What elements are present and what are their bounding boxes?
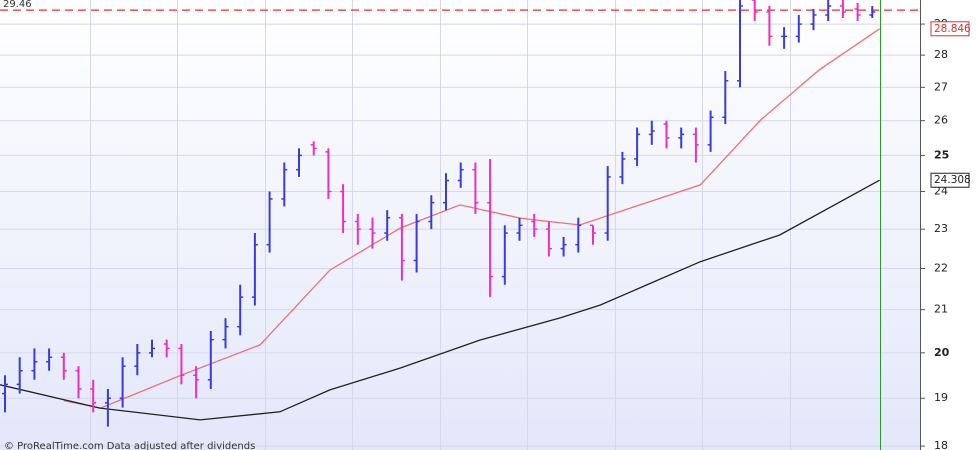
y-tick-label: 22: [934, 262, 948, 275]
reference-label: 29.46: [3, 0, 32, 10]
plot-area: [0, 0, 920, 450]
last-value-box: [930, 21, 970, 37]
y-tick-label: 25: [934, 148, 949, 161]
marks: 29.46 28.846 24.308: [0, 0, 971, 427]
y-tick-label: 19: [934, 391, 948, 404]
last-value-label: 24.308: [934, 174, 971, 186]
last-value-label: 28.846: [934, 23, 971, 35]
y-tick-label: 20: [934, 346, 950, 359]
footer: © ProRealTime.com Data adjusted after di…: [4, 441, 255, 450]
y-tick-label: 26: [934, 114, 948, 127]
y-tick-label: 28: [934, 48, 948, 61]
last-value-box: [930, 172, 970, 188]
y-tick-label: 18: [934, 439, 948, 450]
y-tick-label: 24: [934, 185, 948, 198]
y-tick-label: 23: [934, 222, 948, 235]
moving-average: [0, 179, 880, 421]
y-tick-label: 21: [934, 303, 948, 316]
price-axis: [920, 0, 980, 450]
y-tick-label: 27: [934, 80, 948, 93]
